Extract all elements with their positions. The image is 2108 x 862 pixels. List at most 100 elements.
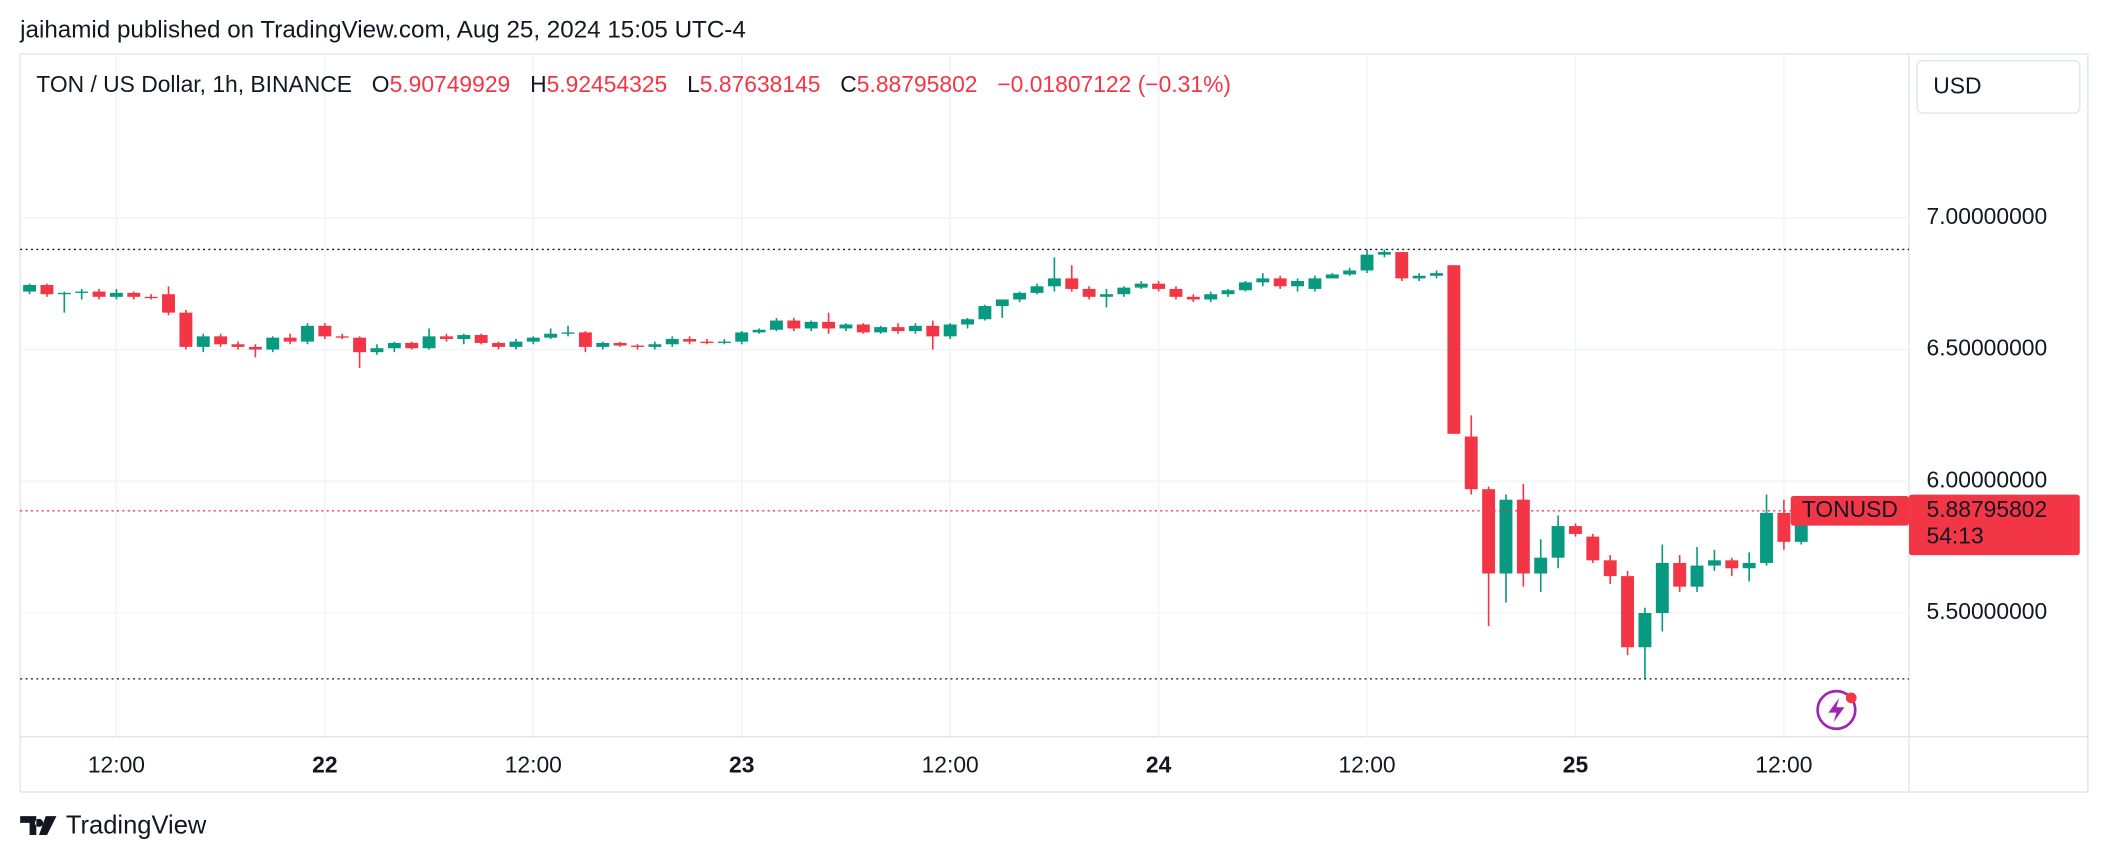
chart-frame [19,53,2089,793]
x-tick-label: 12:00 [1755,751,1812,777]
candle-body [231,344,245,347]
symbol-label: TONUSD [1802,496,1898,522]
candle-body [578,332,592,347]
candle-body [127,292,141,297]
candle-body [804,321,818,329]
candle-body [1360,254,1374,271]
candle-body [109,292,123,297]
candle-body [1673,562,1687,587]
candle-body [1482,489,1496,574]
legend-title: TON / US Dollar, 1h, BINANCE [36,71,352,97]
candle-body [1047,278,1061,287]
candle-body [926,325,940,337]
candle-body [1152,283,1166,289]
candle-body [770,320,783,330]
candle-body [1013,292,1027,300]
x-tick-label: 23 [729,751,754,777]
grid [20,53,1910,737]
candle-body [1707,560,1721,566]
x-tick-label: 12:00 [922,751,979,777]
candle-body [683,338,697,342]
legend-low: 5.87638145 [700,71,821,97]
candle-body [1412,275,1426,279]
candle-body [162,294,175,313]
legend-close: 5.88795802 [857,71,978,97]
alert-icon[interactable] [1816,689,1857,731]
candle-body [266,337,280,350]
candle-body [248,346,262,350]
candle-body [144,296,158,299]
candle-body [405,342,419,349]
candle-body [1343,270,1357,275]
candle-body [1221,290,1235,295]
currency[interactable]: USD [1933,73,1981,99]
candle-body [1134,283,1148,288]
overlay: 5.50000000 6.00000000 6.50000000 7.00000000… [20,203,2080,777]
candle-body [1464,436,1478,490]
candle-body [1308,278,1322,289]
candle-body [1291,281,1305,287]
candle-body [1760,512,1773,563]
candle-body [1586,536,1600,561]
candle-body [1499,499,1513,574]
legend-high: 5.92454325 [547,71,668,97]
candle-body [717,341,731,343]
candle-body [735,332,749,342]
candle-body [1395,252,1409,279]
x-tick-label: 22 [312,751,337,777]
candle-body [700,341,714,343]
candle-body [1030,286,1044,293]
candle-body [1169,288,1183,297]
candle-body [1204,294,1218,300]
y-tick-label: 6.00000000 [1927,466,2048,492]
candle-body [874,327,888,333]
brand-name: TradingView [66,812,207,840]
legend-high-label: H [530,71,547,97]
legend-change: −0.01807122 (−0.31%) [997,71,1231,97]
symbol-label-bg [1790,496,1910,526]
candle-body [839,324,853,329]
candle-body [665,338,679,345]
candle-body [75,291,89,293]
candle-body [787,320,801,329]
candle-body [1551,526,1565,558]
candle-body [1621,576,1635,648]
x-tick-label: 24 [1146,751,1172,777]
candle-body [1516,499,1530,574]
candle-body [1534,557,1548,574]
candle-body [1238,282,1252,291]
candle-body [1273,278,1287,287]
candle-body [23,284,37,292]
candle-body [631,345,644,347]
candle-body [57,292,71,295]
candle-body [561,332,575,334]
candle-body [283,337,297,342]
currency-button[interactable] [1916,59,2081,114]
candle-body [387,342,401,349]
candle-body [1256,278,1270,283]
y-tick-label: 6.50000000 [1927,335,2048,361]
x-tick-label: 12:00 [1338,751,1395,777]
candle-body [318,325,332,337]
candle-body [509,341,523,347]
x-tick-label: 12:00 [505,751,562,777]
candle-body [492,342,506,347]
candle-body [40,284,54,295]
candle-body [544,333,558,338]
candle-body [92,291,106,297]
candle-body [822,321,836,329]
candle-body [908,325,922,332]
candle-body [422,336,436,349]
legend-low-label: L [687,71,700,97]
candle-body [995,299,1009,307]
candle-body [891,327,905,332]
candle-body [214,336,228,345]
candle-body [752,329,766,333]
candle-body [526,337,540,342]
candle-body [943,324,957,337]
candle-body [439,336,453,339]
y-tick-label: 5.50000000 [1927,598,2048,624]
candle-body [1690,565,1704,587]
